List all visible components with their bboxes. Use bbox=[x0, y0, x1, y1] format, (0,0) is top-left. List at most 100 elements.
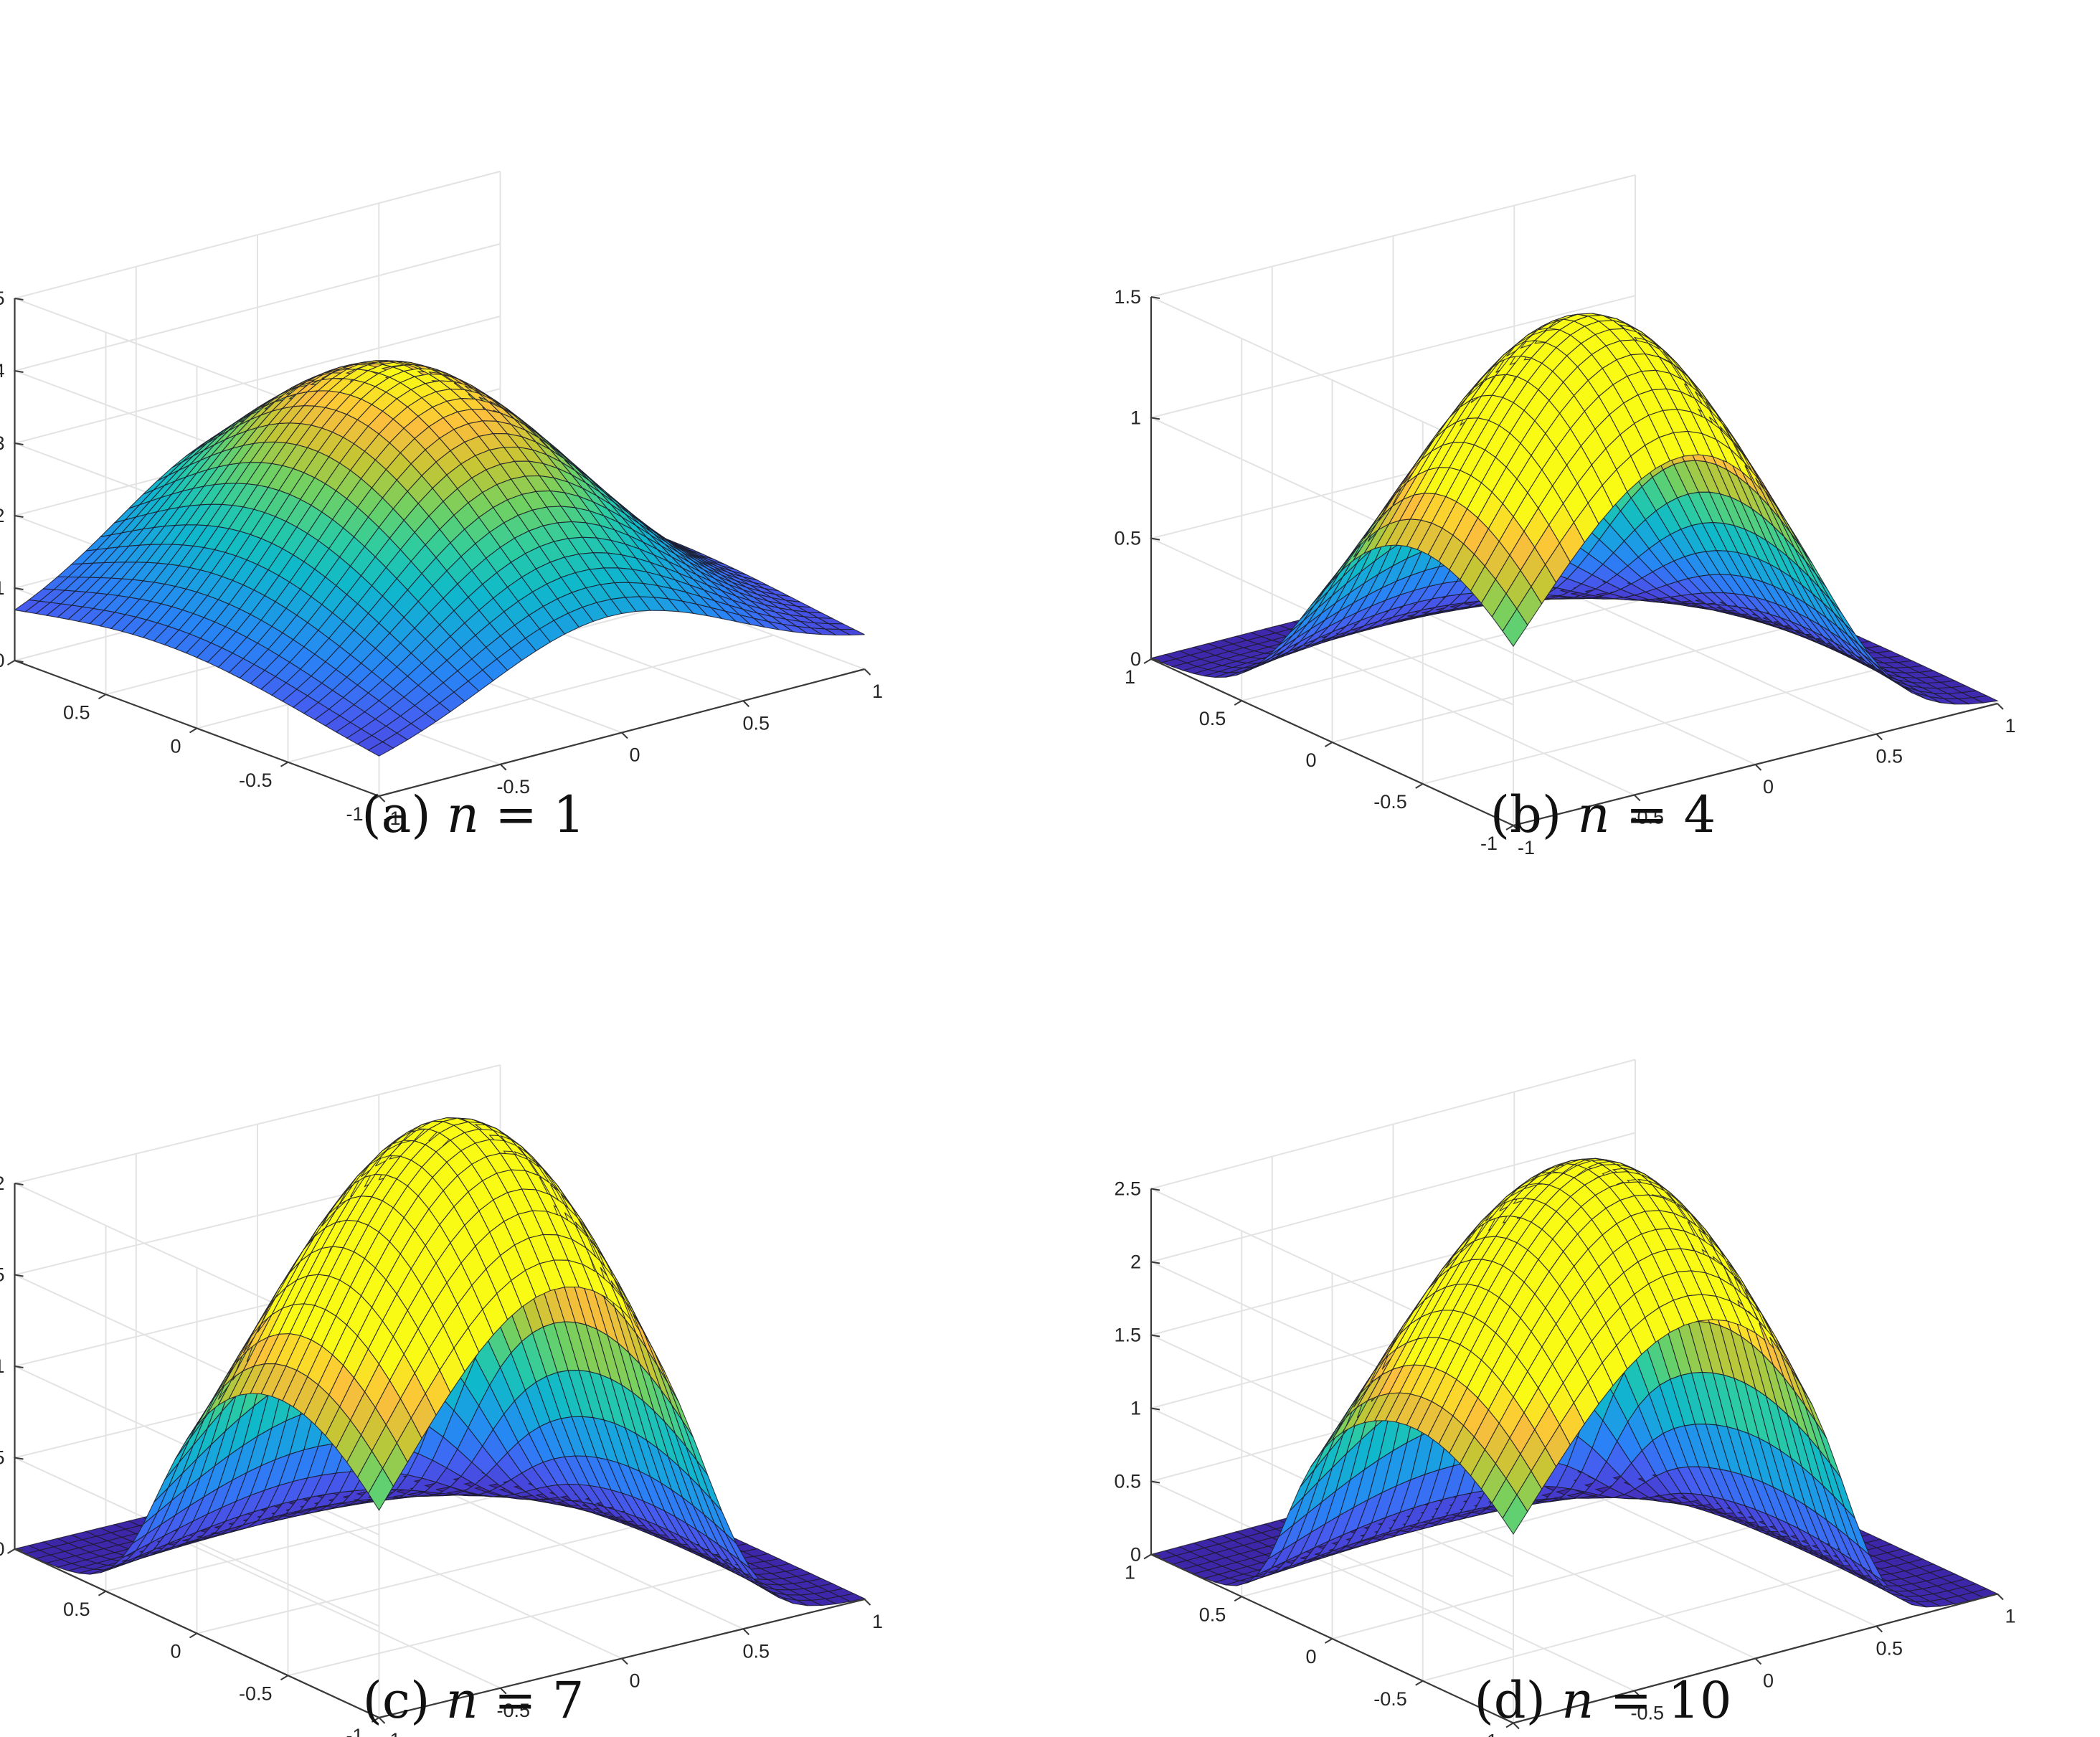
caption-prefix: (b) bbox=[1490, 785, 1578, 844]
y-tick-mark bbox=[1324, 1638, 1333, 1644]
caption-variable: n bbox=[1561, 1671, 1594, 1730]
x-tick-label: 0.5 bbox=[742, 712, 770, 734]
x-tick-mark bbox=[1754, 1657, 1762, 1665]
caption-prefix: (c) bbox=[363, 1671, 446, 1730]
z-tick-mark bbox=[1150, 658, 1160, 661]
x-tick-mark bbox=[864, 668, 871, 676]
caption-d: (d) n = 10 bbox=[1474, 1671, 1731, 1730]
y-tick-label: 0.5 bbox=[1199, 1604, 1226, 1625]
y-tick-label: 1 bbox=[1125, 666, 1135, 688]
z-tick-label: 1.5 bbox=[0, 1264, 5, 1286]
x-tick-mark bbox=[1876, 733, 1883, 741]
x-tick-mark bbox=[742, 1628, 749, 1635]
y-tick-mark bbox=[98, 1590, 107, 1596]
x-tick-mark bbox=[1997, 1593, 2004, 1601]
z-tick-mark bbox=[1150, 417, 1160, 420]
x-tick-label: 0 bbox=[629, 1670, 640, 1692]
x-tick-mark bbox=[864, 1599, 871, 1606]
y-tick-label: -1 bbox=[346, 803, 363, 825]
caption-variable: n bbox=[446, 1671, 478, 1730]
z-tick-mark bbox=[14, 660, 24, 663]
x-tick-mark bbox=[378, 795, 386, 803]
surface-a bbox=[14, 360, 865, 757]
z-tick-label: 0.5 bbox=[1114, 1471, 1141, 1492]
y-tick-label: -1 bbox=[1480, 833, 1498, 854]
z-tick-mark bbox=[14, 370, 24, 373]
z-tick-label: 1.5 bbox=[1114, 1325, 1141, 1346]
y-tick-label: 0 bbox=[170, 1641, 181, 1662]
y-tick-label: 0 bbox=[1305, 1646, 1316, 1667]
caption-prefix: (a) bbox=[361, 785, 447, 844]
y-tick-mark bbox=[6, 1548, 16, 1554]
y-tick-label: -0.5 bbox=[239, 1682, 273, 1704]
z-tick-label: 0 bbox=[1130, 648, 1141, 670]
y-tick-mark bbox=[6, 660, 16, 666]
y-tick-label: 0.5 bbox=[63, 1599, 90, 1620]
x-tick-label: 1 bbox=[872, 1611, 883, 1632]
z-tick-mark bbox=[14, 515, 24, 518]
y-tick-mark bbox=[189, 1632, 198, 1639]
z-tick-label: 2 bbox=[1130, 1251, 1141, 1273]
x-tick-label: 0.5 bbox=[742, 1640, 770, 1662]
z-tick-mark bbox=[1150, 296, 1160, 299]
caption-relation: = 4 bbox=[1610, 785, 1716, 844]
y-tick-label: -1 bbox=[1480, 1731, 1498, 1737]
surface-b bbox=[1150, 313, 1999, 705]
grid-line bbox=[1332, 620, 1817, 743]
y-tick-mark bbox=[189, 727, 198, 734]
y-tick-mark bbox=[1505, 825, 1514, 830]
x-tick-label: 0 bbox=[1763, 776, 1774, 797]
z-tick-label: 0.5 bbox=[0, 1447, 5, 1469]
y-tick-mark bbox=[1415, 783, 1424, 789]
z-tick-label: 1.5 bbox=[1114, 286, 1141, 308]
z-tick-mark bbox=[14, 298, 24, 300]
y-tick-mark bbox=[1143, 1553, 1152, 1560]
caption-relation: = 1 bbox=[479, 785, 585, 844]
z-tick-label: 2 bbox=[0, 1173, 5, 1194]
axes-a: 00.10.20.30.40.5-1-0.500.51-1-0.500.51 bbox=[0, 288, 883, 829]
z-tick-label: 1 bbox=[0, 1355, 5, 1377]
x-tick-label: 1 bbox=[2005, 1606, 2015, 1627]
panel-d: 00.511.522.5-1-0.500.51-1-0.500.51(d) n … bbox=[1114, 1059, 2016, 1737]
caption-b: (b) n = 4 bbox=[1490, 785, 1716, 844]
axes-b: 00.511.5-1-0.500.51-1-0.500.51 bbox=[1114, 286, 2015, 858]
z-tick-label: 0.4 bbox=[0, 360, 5, 382]
z-tick-mark bbox=[14, 442, 24, 445]
z-tick-mark bbox=[14, 587, 24, 590]
surface-facet bbox=[839, 628, 865, 636]
x-tick-label: 0.5 bbox=[1876, 746, 1903, 767]
y-tick-mark bbox=[1143, 658, 1152, 664]
x-tick-label: -1 bbox=[1518, 1735, 1535, 1737]
y-tick-label: -0.5 bbox=[239, 770, 273, 791]
y-tick-mark bbox=[371, 795, 380, 801]
surface-facet bbox=[838, 1593, 866, 1602]
y-tick-mark bbox=[280, 1675, 289, 1681]
x-tick-mark bbox=[1876, 1625, 1883, 1633]
z-tick-label: 1 bbox=[1130, 1398, 1141, 1419]
z-tick-label: 0 bbox=[0, 1538, 5, 1560]
x-tick-label: -0.5 bbox=[1630, 807, 1664, 828]
z-tick-label: 0.3 bbox=[0, 432, 5, 454]
y-tick-label: -1 bbox=[346, 1725, 363, 1737]
x-tick-label: -1 bbox=[1518, 837, 1535, 858]
y-tick-label: -0.5 bbox=[1373, 791, 1407, 813]
y-tick-label: 0.5 bbox=[1199, 708, 1226, 729]
panel-b: 00.511.5-1-0.500.51-1-0.500.51(b) n = 4 bbox=[1114, 174, 2016, 858]
x-tick-mark bbox=[742, 700, 749, 707]
x-tick-label: 0 bbox=[629, 744, 640, 766]
y-tick-mark bbox=[1234, 700, 1242, 706]
x-tick-mark bbox=[1634, 794, 1641, 802]
x-tick-label: 0.5 bbox=[1876, 1638, 1903, 1660]
y-tick-label: 0 bbox=[170, 736, 181, 757]
surface-c bbox=[13, 1117, 866, 1606]
y-tick-label: 0 bbox=[1305, 749, 1316, 771]
x-tick-label: -0.5 bbox=[496, 776, 530, 797]
x-tick-label: 0 bbox=[1763, 1670, 1774, 1692]
panel-a: 00.10.20.30.40.5-1-0.500.51-1-0.500.51(a… bbox=[0, 171, 883, 844]
caption-variable: n bbox=[447, 785, 479, 844]
y-tick-label: 1 bbox=[1125, 1562, 1135, 1584]
caption-prefix: (d) bbox=[1474, 1671, 1561, 1730]
x-tick-mark bbox=[621, 732, 628, 739]
caption-relation: = 7 bbox=[478, 1671, 585, 1730]
caption-relation: = 10 bbox=[1594, 1671, 1731, 1730]
